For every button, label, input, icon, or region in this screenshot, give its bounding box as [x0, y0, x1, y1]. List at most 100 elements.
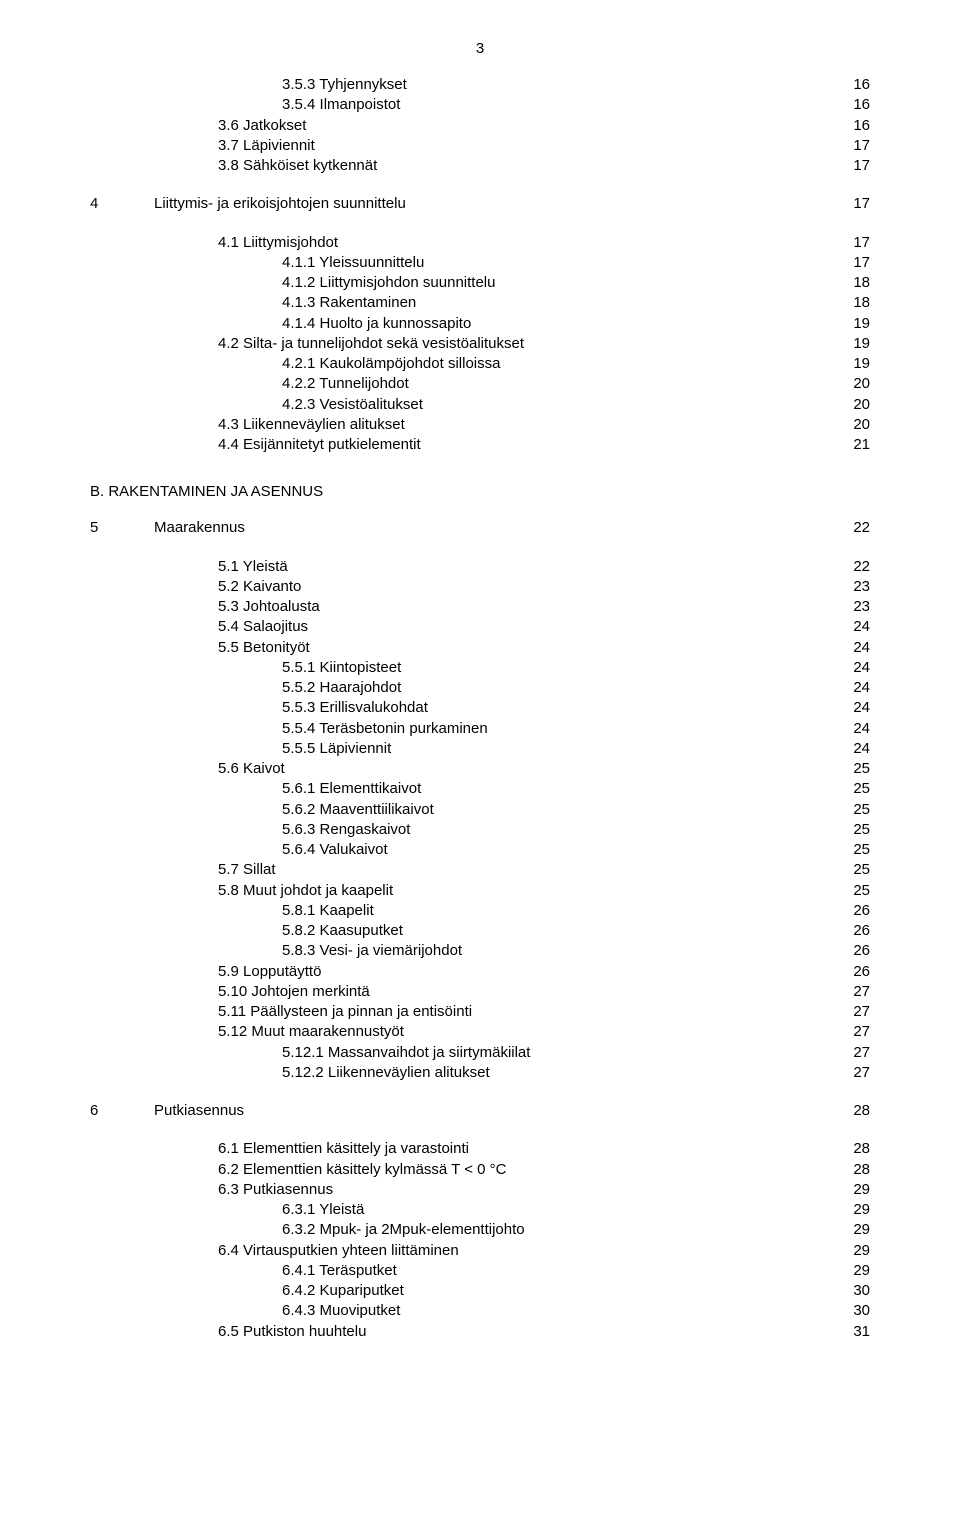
toc-row: 6.4 Virtausputkien yhteen liittäminen29 — [90, 1241, 870, 1261]
toc-label: 5.6.3 Rengaskaivot — [90, 820, 410, 840]
toc-label: 6.4 Virtausputkien yhteen liittäminen — [90, 1241, 459, 1261]
toc-label: 5.10 Johtojen merkintä — [90, 982, 370, 1002]
toc-label: 4.2 Silta- ja tunnelijohdot sekä vesistö… — [90, 334, 524, 354]
toc-page: 18 — [841, 273, 870, 293]
toc-row: 4.1.4 Huolto ja kunnossapito19 — [90, 314, 870, 334]
toc-label: 3.5.3 Tyhjennykset — [90, 75, 407, 95]
toc-row: 4.2.3 Vesistöalitukset 20 — [90, 395, 870, 415]
toc-label: 4.2.2 Tunnelijohdot — [90, 374, 409, 394]
toc-gap — [90, 1121, 870, 1139]
toc-page: 24 — [841, 678, 870, 698]
toc-page: 24 — [841, 658, 870, 678]
gap-before-section-b — [90, 455, 870, 483]
toc-row: 5.2 Kaivanto23 — [90, 577, 870, 597]
toc-row: 5.5.3 Erillisvalukohdat24 — [90, 698, 870, 718]
toc-row: 5.7 Sillat25 — [90, 860, 870, 880]
toc-label: 4.2.3 Vesistöalitukset — [90, 395, 423, 415]
toc-label: 5.6 Kaivot — [90, 759, 285, 779]
toc-title: Maarakennus — [154, 519, 245, 536]
toc-label: 6.3.1 Yleistä — [90, 1200, 364, 1220]
gap-after-section-b — [90, 500, 870, 518]
toc-page: 21 — [841, 435, 870, 455]
toc-page: 22 — [841, 518, 870, 538]
toc-label: 5Maarakennus — [90, 518, 245, 538]
toc-row: 5.8.1 Kaapelit26 — [90, 901, 870, 921]
toc-label: 5.6.4 Valukaivot — [90, 840, 388, 860]
toc-label: 5.12.2 Liikenneväylien alitukset — [90, 1063, 490, 1083]
toc-row: 5.12 Muut maarakennustyöt27 — [90, 1022, 870, 1042]
toc-page: 20 — [841, 395, 870, 415]
toc-page: 28 — [841, 1101, 870, 1121]
toc-row: 3.8 Sähköiset kytkennät 17 — [90, 156, 870, 176]
toc-row: 5.8.2 Kaasuputket26 — [90, 921, 870, 941]
toc-row: 5.1 Yleistä22 — [90, 557, 870, 577]
toc-label: 6.2 Elementtien käsittely kylmässä T < 0… — [90, 1160, 507, 1180]
toc-label: 5.5.4 Teräsbetonin purkaminen — [90, 719, 488, 739]
toc-prefix: 6 — [90, 1101, 154, 1121]
toc-row: 5.6.3 Rengaskaivot 25 — [90, 820, 870, 840]
toc-label: 5.5 Betonityöt — [90, 638, 310, 658]
toc-row: 5.12.2 Liikenneväylien alitukset 27 — [90, 1063, 870, 1083]
toc-page: 18 — [841, 293, 870, 313]
toc-page: 19 — [841, 354, 870, 374]
toc-row: 6Putkiasennus28 — [90, 1101, 870, 1121]
toc-label: 5.8.2 Kaasuputket — [90, 921, 403, 941]
toc-block-2: 5Maarakennus 22 5.1 Yleistä225.2 Kaivanto2… — [90, 518, 870, 1342]
toc-row: 5Maarakennus 22 — [90, 518, 870, 538]
toc-gap — [90, 539, 870, 557]
toc-gap — [90, 215, 870, 233]
toc-block-1: 3.5.3 Tyhjennykset163.5.4 Ilmanpoistot16… — [90, 75, 870, 455]
toc-label: 6.1 Elementtien käsittely ja varastointi — [90, 1139, 469, 1159]
toc-label: 5.5.5 Läpiviennit — [90, 739, 391, 759]
toc-page: 29 — [841, 1220, 870, 1240]
toc-gap — [90, 1083, 870, 1101]
toc-label: 3.8 Sähköiset kytkennät — [90, 156, 377, 176]
toc-page: 29 — [841, 1200, 870, 1220]
toc-page: 23 — [841, 597, 870, 617]
toc-page: 17 — [841, 156, 870, 176]
toc-page: 16 — [841, 75, 870, 95]
toc-page: 20 — [841, 374, 870, 394]
toc-row: 4.2.2 Tunnelijohdot 20 — [90, 374, 870, 394]
toc-row: 5.11 Päällysteen ja pinnan ja entisöinti… — [90, 1002, 870, 1022]
toc-page: 25 — [841, 881, 870, 901]
toc-label: 4.2.1 Kaukolämpöjohdot silloissa — [90, 354, 500, 374]
toc-row: 5.6.4 Valukaivot 25 — [90, 840, 870, 860]
toc-page: 24 — [841, 638, 870, 658]
toc-page: 27 — [841, 1063, 870, 1083]
toc-row: 6.4.3 Muoviputket 30 — [90, 1301, 870, 1321]
toc-label: 5.6.2 Maaventtiilikaivot — [90, 800, 434, 820]
toc-row: 4.1 Liittymisjohdot17 — [90, 233, 870, 253]
toc-page: 23 — [841, 577, 870, 597]
toc-label: 5.8 Muut johdot ja kaapelit — [90, 881, 393, 901]
toc-label: 5.5.1 Kiintopisteet — [90, 658, 401, 678]
toc-page: 27 — [841, 982, 870, 1002]
toc-page: 30 — [841, 1301, 870, 1321]
toc-page: 25 — [841, 759, 870, 779]
toc-page: 17 — [841, 194, 870, 214]
toc-page: 17 — [841, 233, 870, 253]
toc-gap — [90, 176, 870, 194]
toc-label: 3.6 Jatkokset — [90, 116, 306, 136]
toc-prefix: 4 — [90, 194, 154, 214]
toc-page: 26 — [841, 962, 870, 982]
toc-page: 25 — [841, 820, 870, 840]
toc-row: 6.4.1 Teräsputket29 — [90, 1261, 870, 1281]
toc-row: 5.5.4 Teräsbetonin purkaminen 24 — [90, 719, 870, 739]
toc-label: 6.4.3 Muoviputket — [90, 1301, 400, 1321]
toc-label: 5.12 Muut maarakennustyöt — [90, 1022, 404, 1042]
toc-row: 5.5 Betonityöt 24 — [90, 638, 870, 658]
toc-row: 6.3.1 Yleistä 29 — [90, 1200, 870, 1220]
toc-row: 5.3 Johtoalusta23 — [90, 597, 870, 617]
toc-label: 5.5.2 Haarajohdot — [90, 678, 401, 698]
toc-page: 31 — [841, 1322, 870, 1342]
toc-label: 5.5.3 Erillisvalukohdat — [90, 698, 428, 718]
toc-page: 25 — [841, 840, 870, 860]
toc-label: 4Liittymis- ja erikoisjohtojen suunnitte… — [90, 194, 406, 214]
toc-page: 24 — [841, 719, 870, 739]
toc-page: 26 — [841, 941, 870, 961]
toc-page: 29 — [841, 1180, 870, 1200]
toc-row: 4.4 Esijännitetyt putkielementit21 — [90, 435, 870, 455]
section-b-heading: B. RAKENTAMINEN JA ASENNUS — [90, 483, 870, 500]
toc-row: 3.5.3 Tyhjennykset 16 — [90, 75, 870, 95]
